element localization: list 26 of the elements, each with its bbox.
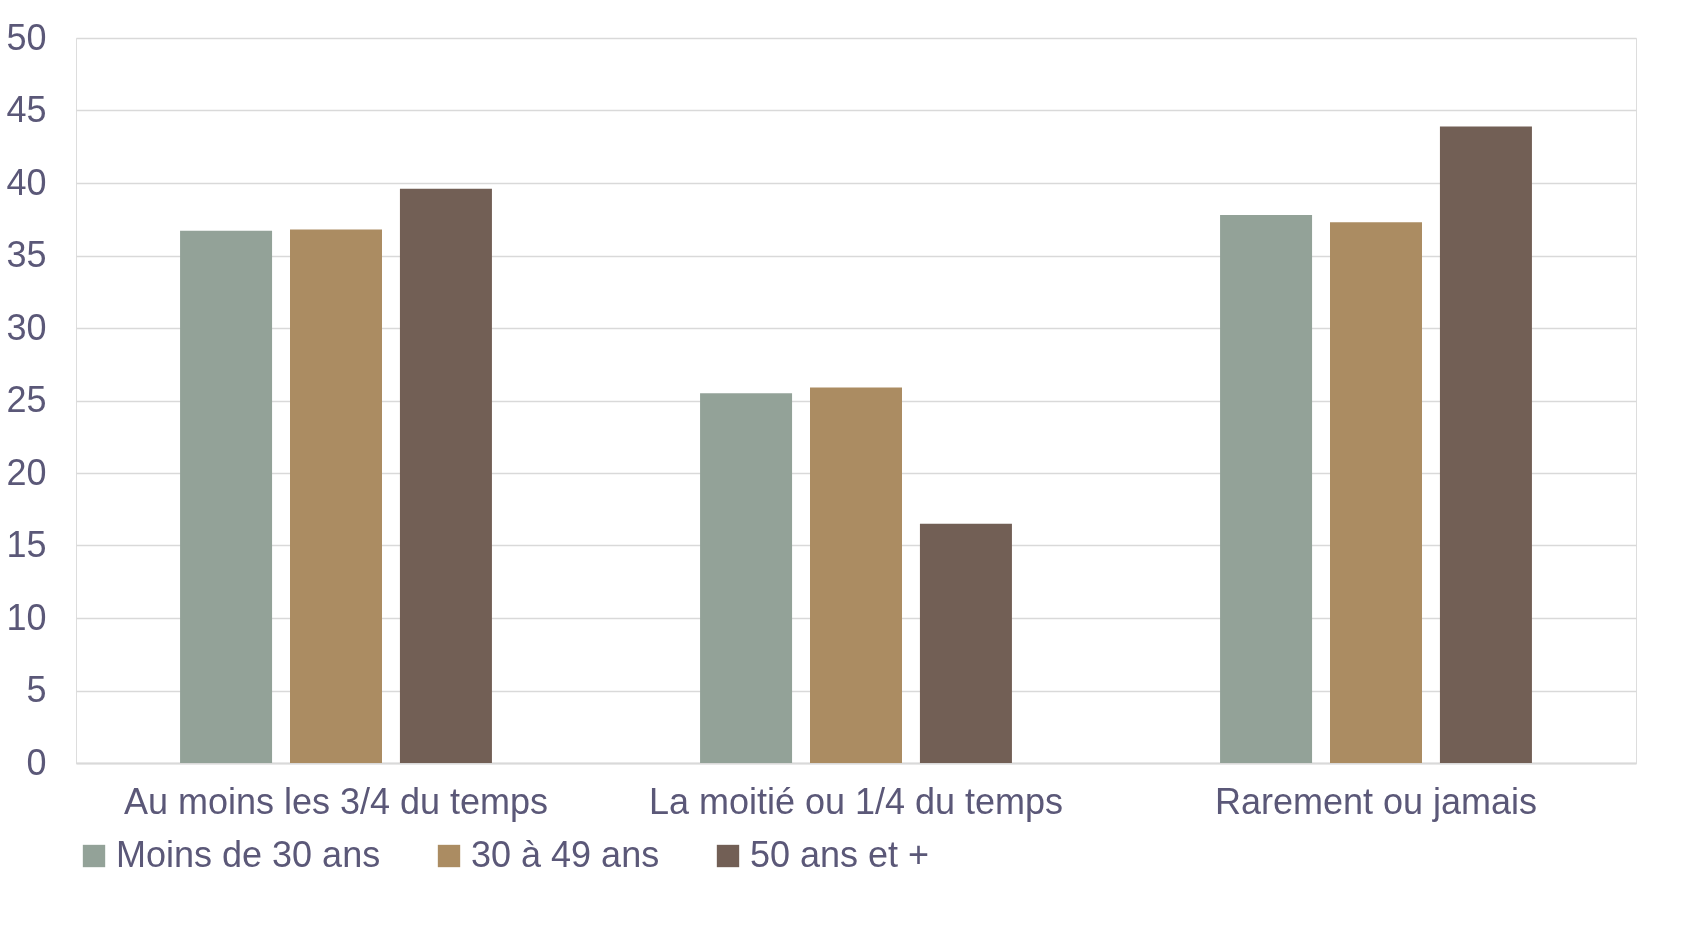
legend-label: 30 à 49 ans xyxy=(471,834,660,875)
y-tick-label: 20 xyxy=(6,451,47,493)
bar xyxy=(290,229,382,763)
bar xyxy=(1330,222,1422,763)
bar xyxy=(700,393,793,763)
y-tick-label: 35 xyxy=(6,234,47,275)
bar xyxy=(810,387,902,763)
y-tick-label: 25 xyxy=(6,379,47,420)
x-tick-label: Rarement ou jamais xyxy=(1214,780,1538,822)
bar xyxy=(399,188,492,763)
y-tick-label: 40 xyxy=(6,161,47,203)
legend-label: 50 ans et + xyxy=(750,834,930,875)
bar xyxy=(1220,214,1313,763)
y-tick-label: 0 xyxy=(26,741,47,783)
bar xyxy=(180,230,273,763)
y-tick-label: 30 xyxy=(6,306,47,348)
legend-label: Moins de 30 ans xyxy=(116,834,381,875)
y-tick-label: 15 xyxy=(6,524,47,565)
y-tick-label: 45 xyxy=(6,89,47,130)
bar xyxy=(919,523,1012,763)
x-tick-label: Au moins les 3/4 du temps xyxy=(123,780,549,822)
y-tick-label: 50 xyxy=(6,16,47,58)
y-tick-label: 5 xyxy=(26,669,47,710)
x-tick-label: La moitié ou 1/4 du temps xyxy=(648,780,1064,822)
y-tick-label: 10 xyxy=(6,596,47,638)
bar xyxy=(1439,126,1532,763)
